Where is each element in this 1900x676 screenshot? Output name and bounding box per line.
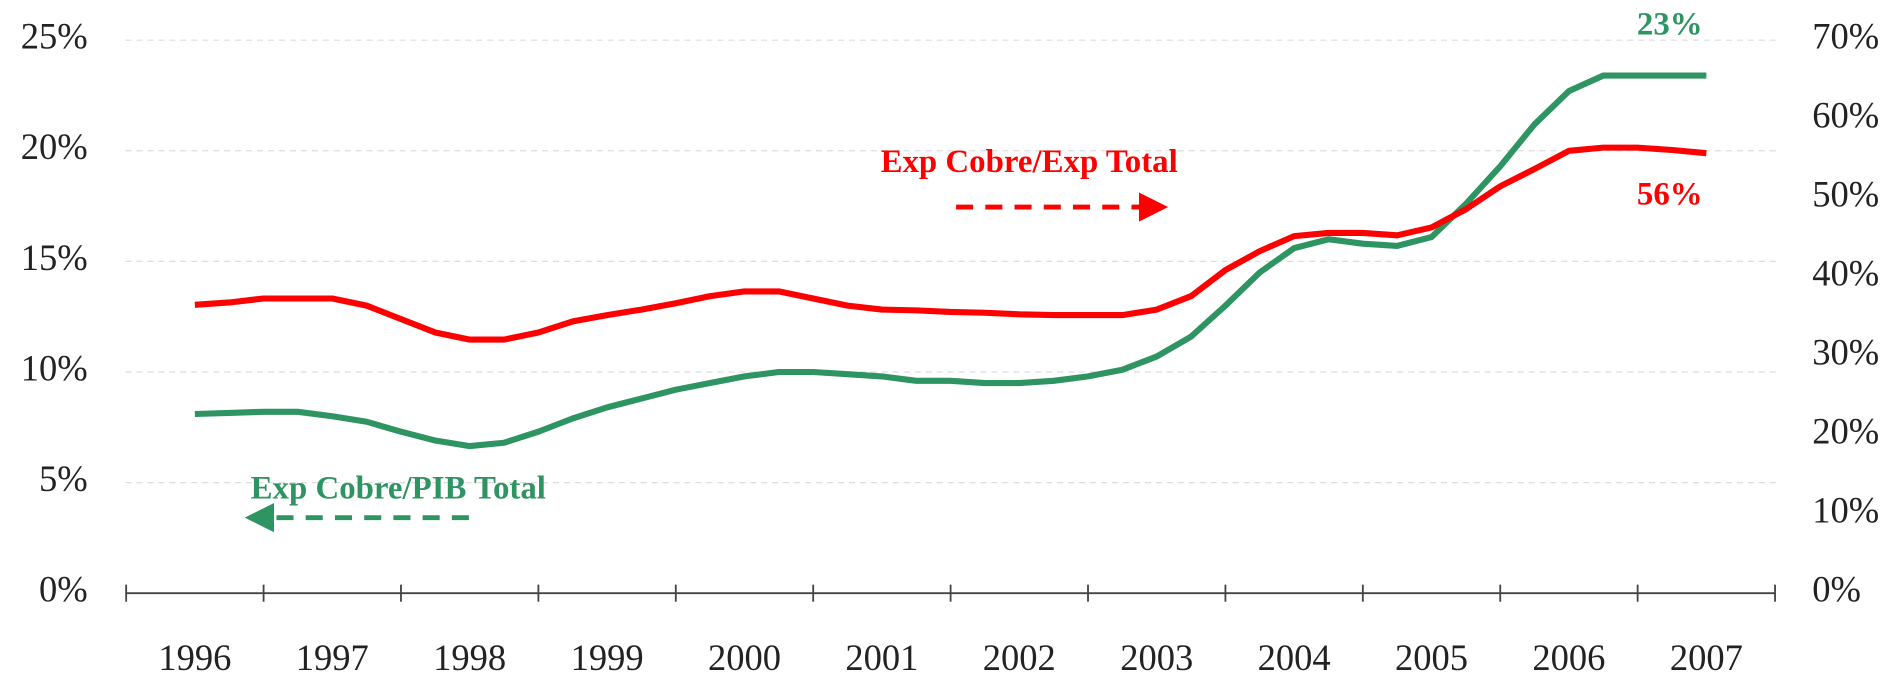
- y2-tick-label: 0%: [1812, 569, 1861, 610]
- y-tick-label: 15%: [21, 237, 88, 278]
- legend-label: Exp Cobre/Exp Total: [881, 144, 1178, 180]
- data-label: 23%: [1637, 6, 1703, 42]
- y2-tick-label: 70%: [1812, 16, 1879, 57]
- data-label: 56%: [1637, 177, 1703, 213]
- x-tick-label: 2006: [1532, 637, 1605, 676]
- x-tick-label: 1998: [433, 637, 506, 676]
- y-tick-label: 10%: [21, 347, 88, 388]
- legend-label: Exp Cobre/PIB Total: [251, 470, 546, 506]
- y2-tick-label: 60%: [1812, 95, 1879, 136]
- x-tick-label: 2001: [845, 637, 918, 676]
- x-tick-label: 1996: [158, 637, 231, 676]
- y-tick-label: 25%: [21, 16, 88, 57]
- x-tick-label: 2003: [1120, 637, 1193, 676]
- y2-tick-label: 50%: [1812, 174, 1879, 215]
- y2-tick-label: 10%: [1812, 490, 1879, 531]
- y-tick-label: 5%: [39, 458, 88, 499]
- x-tick-label: 2005: [1395, 637, 1468, 676]
- y2-tick-label: 20%: [1812, 411, 1879, 452]
- x-tick-label: 2007: [1670, 637, 1743, 676]
- y-tick-label: 20%: [21, 126, 88, 167]
- x-tick-label: 1999: [571, 637, 644, 676]
- x-tick-label: 2004: [1258, 637, 1331, 676]
- x-tick-label: 2002: [983, 637, 1056, 676]
- series-line: [194, 144, 1707, 343]
- x-tick-label: 2000: [708, 637, 781, 676]
- x-tick-label: 1997: [296, 637, 369, 676]
- y2-tick-label: 30%: [1812, 332, 1879, 373]
- y-tick-label: 0%: [39, 569, 88, 610]
- grid: [125, 39, 1776, 602]
- plot-area: 0% 5% 10% 15% 20% 25% 0% 10% 20% 30% 40% 50% 60% 70% 1…: [21, 6, 1879, 676]
- y2-tick-label: 40%: [1812, 253, 1879, 294]
